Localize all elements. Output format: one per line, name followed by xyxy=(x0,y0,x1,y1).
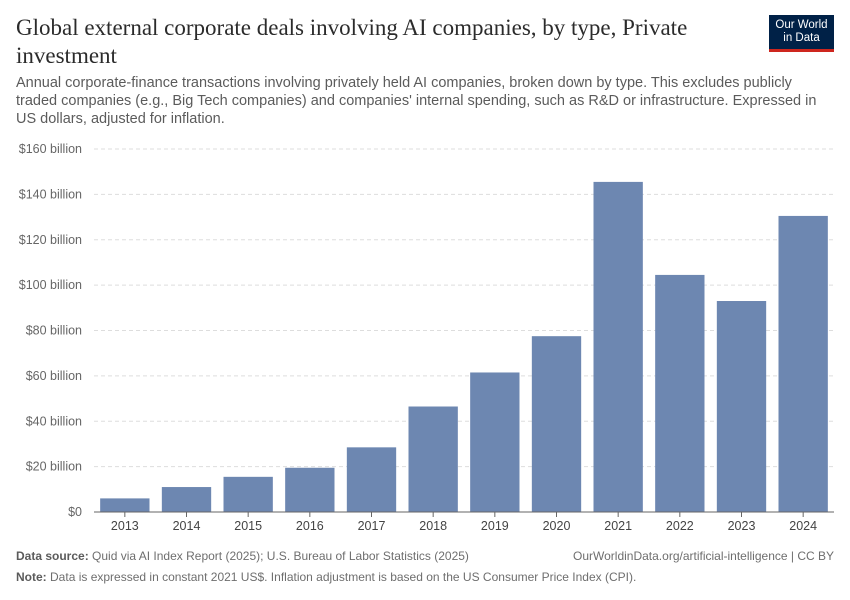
data-note: Note: Data is expressed in constant 2021… xyxy=(16,570,636,584)
bar-2020[interactable] xyxy=(531,336,582,512)
y-tick-label: $80 billion xyxy=(26,324,82,338)
x-tick-label: 2022 xyxy=(666,519,694,533)
x-tick-label: 2018 xyxy=(419,519,447,533)
bar-2024[interactable] xyxy=(778,215,828,512)
bar-layer xyxy=(100,181,828,512)
x-tick-label: 2020 xyxy=(543,519,571,533)
bar-2022[interactable] xyxy=(655,274,705,512)
chart-title: Global external corporate deals involvin… xyxy=(16,15,688,68)
chart-subtitle: Annual corporate-finance transactions in… xyxy=(16,75,817,127)
owid-logo[interactable]: Our World in Data xyxy=(769,15,834,52)
note-text: Data is expressed in constant 2021 US$. … xyxy=(50,570,637,584)
data-source-label: Data source: xyxy=(16,549,89,563)
x-tick-label: 2019 xyxy=(481,519,509,533)
y-tick-label: $20 billion xyxy=(26,460,82,474)
bar-2013[interactable] xyxy=(100,498,150,512)
bar-2018[interactable] xyxy=(408,406,458,512)
x-tick-label: 2015 xyxy=(234,519,262,533)
y-tick-label: $40 billion xyxy=(26,414,82,428)
bar-2019[interactable] xyxy=(470,372,520,512)
bar-2015[interactable] xyxy=(223,476,273,512)
x-tick-label: 2021 xyxy=(604,519,632,533)
data-source: Data source: Quid via AI Index Report (2… xyxy=(16,549,469,563)
y-tick-label: $100 billion xyxy=(19,278,82,292)
logo-line-2: in Data xyxy=(783,32,820,44)
bar-2016[interactable] xyxy=(285,467,335,512)
x-tick-label: 2014 xyxy=(173,519,201,533)
x-tick-label: 2016 xyxy=(296,519,324,533)
grid-layer xyxy=(94,148,834,468)
logo-line-1: Our World xyxy=(775,19,828,31)
y-tick-label: $160 billion xyxy=(19,142,82,156)
y-tick-label: $140 billion xyxy=(19,187,82,201)
y-tick-label: $60 billion xyxy=(26,369,82,383)
bar-2023[interactable] xyxy=(716,301,767,512)
note-label: Note: xyxy=(16,570,47,584)
data-source-text: Quid via AI Index Report (2025); U.S. Bu… xyxy=(92,549,469,563)
x-tick-label: 2013 xyxy=(111,519,139,533)
y-tick-layer: $0 $20 billion $40 billion $60 billion $80 b… xyxy=(19,142,82,519)
y-tick-label: $0 xyxy=(68,505,82,519)
source-url-link[interactable]: OurWorldinData.org/artificial-intelligen… xyxy=(573,549,834,563)
x-tick-layer: 2013 2014 2015 2016 2017 2018 2019 2020 2021 2022… xyxy=(94,511,834,533)
bar-2017[interactable] xyxy=(346,447,397,512)
x-tick-label: 2023 xyxy=(728,519,756,533)
x-tick-label: 2024 xyxy=(789,519,817,533)
bar-2014[interactable] xyxy=(161,487,212,512)
bar-2021[interactable] xyxy=(593,181,643,512)
x-tick-label: 2017 xyxy=(358,519,386,533)
y-tick-label: $120 billion xyxy=(19,233,82,247)
bar-chart: $0 $20 billion $40 billion $60 billion $80 b… xyxy=(19,142,834,533)
